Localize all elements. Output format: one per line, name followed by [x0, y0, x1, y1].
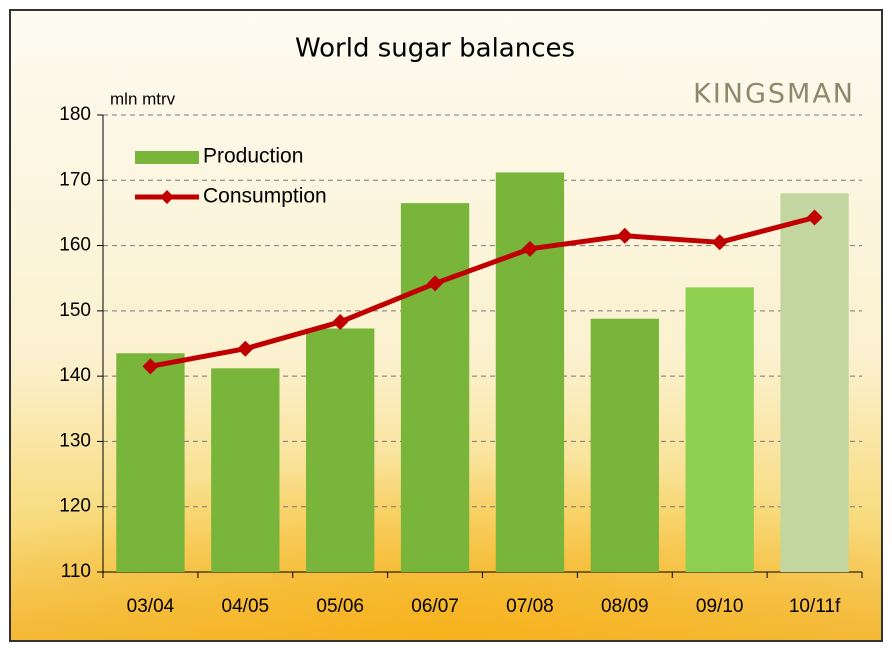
line-marker	[237, 340, 254, 357]
y-tick-label: 140	[59, 365, 91, 386]
bar	[685, 287, 754, 572]
x-tick-label: 06/07	[411, 596, 459, 617]
line	[149, 215, 816, 369]
legend-swatch	[135, 151, 199, 164]
bar	[306, 328, 375, 572]
line-marker	[142, 358, 159, 375]
legend-marker	[160, 190, 174, 204]
bar	[116, 353, 185, 572]
line-marker	[332, 313, 349, 330]
y-axis-label: mln mtrv	[110, 89, 176, 108]
legend-label: Consumption	[203, 185, 327, 208]
x-tick-label: 04/05	[222, 596, 270, 617]
bar	[211, 368, 280, 572]
y-tick-label: 120	[59, 496, 91, 517]
y-tick-label: 180	[59, 104, 91, 125]
x-tick-label: 05/06	[316, 596, 364, 617]
legend-label: Production	[203, 145, 303, 168]
x-tick-label: 03/04	[127, 596, 175, 617]
y-tick-label: 110	[61, 561, 91, 582]
line-marker	[521, 240, 538, 257]
y-tick-label: 150	[59, 300, 91, 321]
bar	[590, 318, 659, 572]
x-tick-label: 10/11f	[789, 596, 841, 617]
x-tick-label: 09/10	[696, 596, 744, 617]
x-tick-label: 08/09	[601, 596, 649, 617]
line-marker	[616, 227, 633, 244]
brand-logo: KINGSMAN	[693, 79, 855, 110]
line-marker	[806, 209, 823, 226]
chart-title: World sugar balances	[295, 34, 575, 64]
y-tick-label: 130	[59, 430, 91, 451]
bar	[495, 172, 565, 573]
line-marker	[711, 234, 728, 251]
chart-border	[9, 9, 883, 642]
bar	[780, 193, 849, 573]
bar	[400, 203, 470, 572]
x-tick-label: 07/08	[506, 596, 554, 617]
y-tick-label: 170	[59, 169, 91, 190]
y-tick-label: 160	[59, 235, 91, 256]
line-marker	[427, 275, 444, 292]
